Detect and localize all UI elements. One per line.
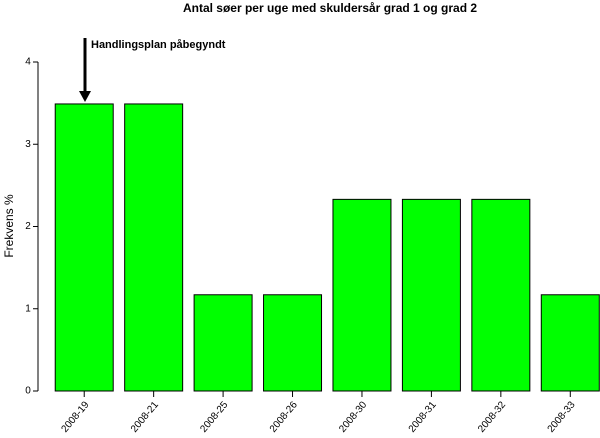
y-axis-label: Frekvens % xyxy=(2,194,16,258)
bar xyxy=(401,198,461,392)
annotation-arrowhead xyxy=(79,91,91,102)
y-tick-label: 2 xyxy=(25,221,31,232)
bar xyxy=(263,294,323,392)
bar xyxy=(332,198,392,392)
x-tick-label: 2008-32 xyxy=(476,399,508,435)
x-tick-label: 2008-25 xyxy=(198,399,230,435)
y-tick-label: 4 xyxy=(25,57,31,68)
y-tick-label: 0 xyxy=(25,386,31,397)
x-tick-label: 2008-31 xyxy=(407,399,439,435)
x-tick-label: 2008-21 xyxy=(129,399,161,435)
x-tick-label: 2008-19 xyxy=(60,399,92,435)
bar xyxy=(471,198,531,392)
x-tick-label: 2008-30 xyxy=(337,399,369,435)
annotation: Handlingsplan påbegyndt xyxy=(91,39,226,51)
chart-title: Antal søer per uge med skuldersår grad 1… xyxy=(183,1,477,15)
x-tick-label: 2008-33 xyxy=(546,399,578,435)
y-tick-label: 1 xyxy=(25,303,31,314)
bar xyxy=(54,103,114,392)
bar xyxy=(540,294,600,392)
bar xyxy=(124,103,184,392)
x-tick-label: 2008-26 xyxy=(268,399,300,435)
y-tick-label: 3 xyxy=(25,139,31,150)
bar xyxy=(193,294,253,392)
